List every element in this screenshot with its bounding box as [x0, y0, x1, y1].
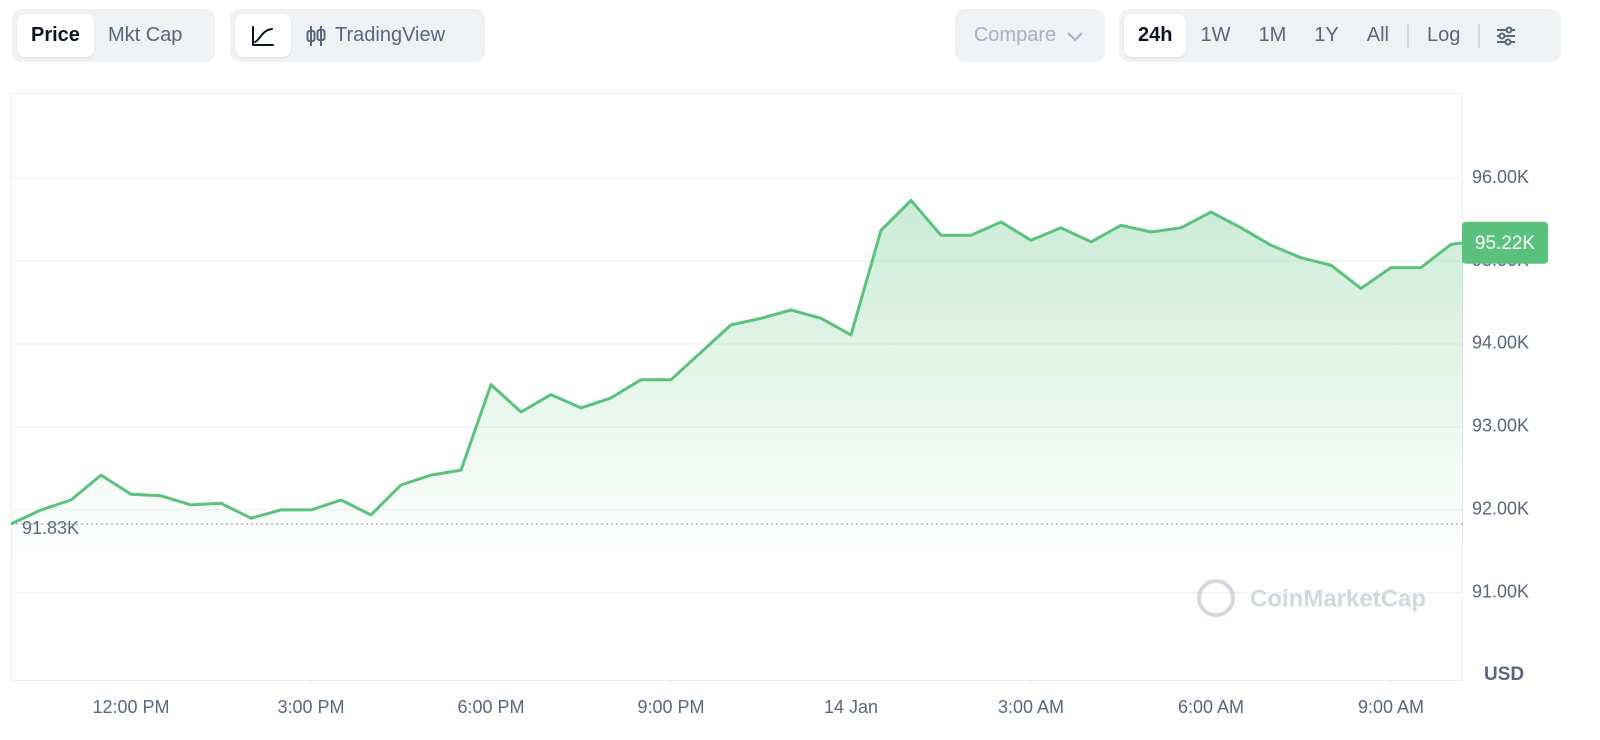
view-toggle: Price Mkt Cap	[12, 9, 215, 62]
x-tick-label: 14 Jan	[824, 697, 878, 717]
separator	[1406, 23, 1409, 48]
x-tick-label: 9:00 AM	[1358, 697, 1424, 717]
line-icon	[252, 25, 274, 46]
x-tick-label: 3:00 AM	[998, 697, 1064, 717]
range-1m[interactable]: 1M	[1258, 24, 1287, 46]
x-tick-label: 9:00 PM	[637, 697, 704, 717]
settings-icon	[1497, 26, 1516, 45]
x-tick-label: 6:00 AM	[1178, 697, 1244, 717]
tradingview-button[interactable]: TradingView	[291, 14, 459, 57]
price-button[interactable]: Price	[17, 14, 94, 57]
candle-icon	[306, 25, 326, 46]
line-chart-button[interactable]	[235, 14, 291, 57]
x-tick-label: 3:00 PM	[277, 697, 344, 717]
x-tick-label: 6:00 PM	[457, 697, 524, 717]
y-tick-label: 93.00K	[1472, 416, 1529, 436]
chevron-icon	[1067, 31, 1083, 41]
compare-dropdown[interactable]: Compare	[955, 9, 1105, 62]
price-line	[10, 198, 1464, 526]
range-1w[interactable]: 1W	[1200, 24, 1231, 46]
range-all[interactable]: All	[1366, 24, 1389, 46]
area-fill	[11, 200, 1463, 680]
range-24h[interactable]: 24h	[1124, 14, 1187, 57]
y-tick-label: 91.00K	[1472, 582, 1529, 602]
last-price-label: 95.22K	[1475, 233, 1536, 254]
compare-label: Compare	[973, 24, 1057, 46]
last-price-badge	[1462, 221, 1548, 264]
y-unit: USD	[1484, 664, 1524, 685]
range-1y[interactable]: 1Y	[1314, 24, 1339, 46]
x-tick-label: 12:00 PM	[92, 697, 169, 717]
y-tick-label: 96.00K	[1472, 167, 1529, 187]
y-tick-label: 92.00K	[1472, 499, 1529, 519]
y-tick-label: 94.00K	[1472, 333, 1529, 353]
settings-button[interactable]	[1484, 14, 1528, 57]
tradingview-label: TradingView	[335, 24, 446, 46]
mkt-cap-button[interactable]: Mkt Cap	[107, 24, 183, 46]
separator	[1478, 23, 1481, 48]
range-toggle: 24h 1W 1M 1Y All Log	[1119, 9, 1561, 62]
log-button[interactable]: Log	[1426, 24, 1461, 46]
chart-type-toggle: TradingView	[230, 9, 485, 62]
